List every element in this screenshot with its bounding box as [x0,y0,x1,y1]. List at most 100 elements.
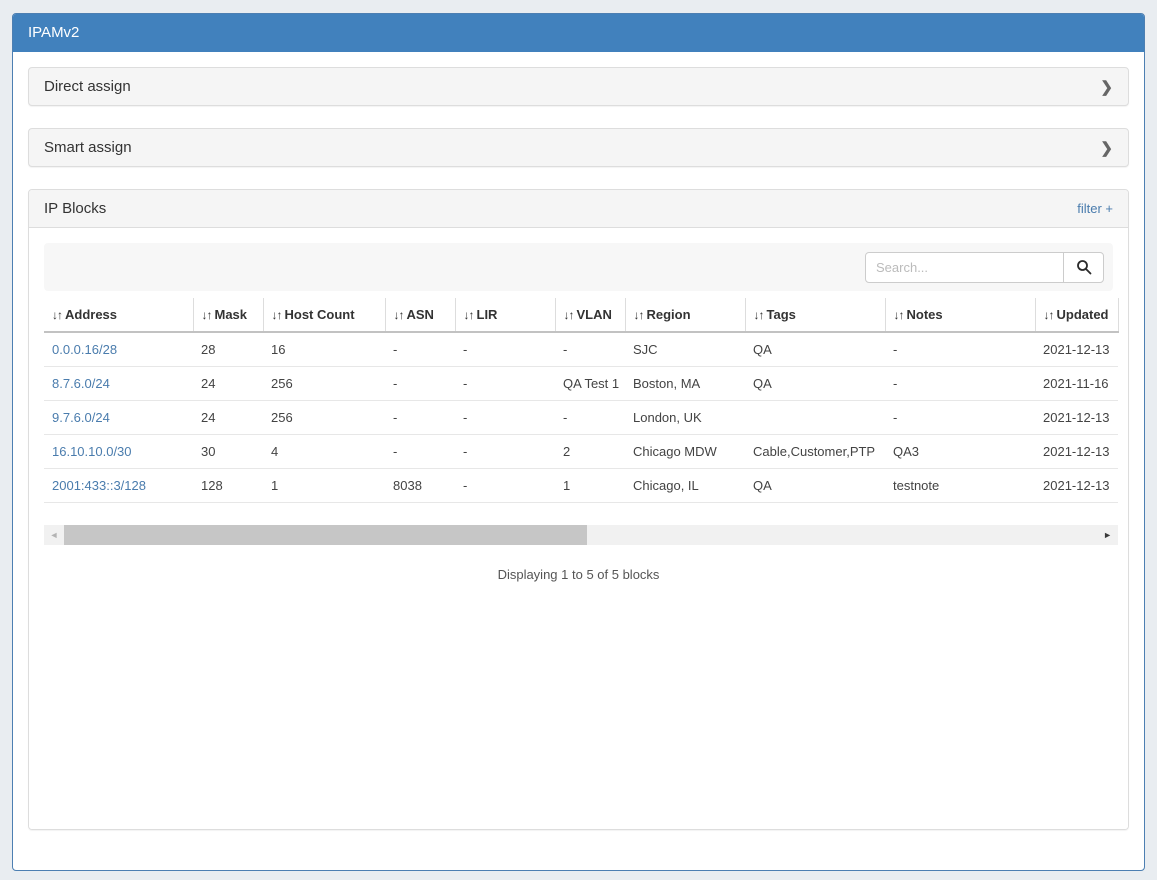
search-icon [1076,259,1092,275]
ip-blocks-body: ↓↑Address ↓↑Mask ↓↑Host Count ↓↑ASN ↓↑LI… [29,228,1128,829]
column-header-host-count[interactable]: ↓↑Host Count [263,298,385,332]
table-cell: - [455,401,555,435]
table-cell: 2 [555,435,625,469]
table-cell: - [385,332,455,367]
status-text: Displaying 1 to 5 of 5 blocks [44,567,1113,582]
table-cell: 4 [263,435,385,469]
scrollbar-thumb[interactable] [64,525,587,545]
column-header-mask[interactable]: ↓↑Mask [193,298,263,332]
address-link[interactable]: 2001:433::3/128 [52,478,146,493]
ip-blocks-header: IP Blocks filter + [29,190,1128,228]
ip-blocks-title: IP Blocks [44,200,106,217]
column-header-address[interactable]: ↓↑Address [44,298,193,332]
column-header-region[interactable]: ↓↑Region [625,298,745,332]
address-link[interactable]: 0.0.0.16/28 [52,342,117,357]
sort-icon: ↓↑ [272,308,282,322]
scroll-right-icon[interactable]: ► [1103,525,1112,545]
table-cell: - [385,367,455,401]
table-cell: - [455,435,555,469]
search-well [44,243,1113,291]
table-row: 16.10.10.0/30304--2Chicago MDWCable,Cust… [44,435,1118,469]
table-cell: Cable,Customer,PTP [745,435,885,469]
ip-blocks-table: ↓↑Address ↓↑Mask ↓↑Host Count ↓↑ASN ↓↑LI… [44,298,1119,503]
sort-icon: ↓↑ [202,308,212,322]
search-button[interactable] [1063,252,1104,283]
address-link[interactable]: 9.7.6.0/24 [52,410,110,425]
sort-icon: ↓↑ [754,308,764,322]
table-row: 2001:433::3/12812818038-1Chicago, ILQAte… [44,469,1118,503]
sort-icon: ↓↑ [464,308,474,322]
table-row: 8.7.6.0/2424256--QA Test 1Boston, MAQA-2… [44,367,1118,401]
table-cell: 128 [193,469,263,503]
column-header-notes[interactable]: ↓↑Notes [885,298,1035,332]
sort-icon: ↓↑ [634,308,644,322]
sort-icon: ↓↑ [894,308,904,322]
column-header-lir[interactable]: ↓↑LIR [455,298,555,332]
sort-icon: ↓↑ [394,308,404,322]
table-row: 9.7.6.0/2424256---London, UK-2021-12-13 [44,401,1118,435]
table-cell: QA [745,367,885,401]
table-cell: 30 [193,435,263,469]
search-group [865,252,1104,283]
panel-direct-assign[interactable]: Direct assign ❯ [28,67,1129,106]
table-cell: - [555,332,625,367]
app-title: IPAMv2 [28,24,79,41]
table-cell: - [385,401,455,435]
table-cell: 2021-12-13 [1035,401,1118,435]
table-row: 0.0.0.16/282816---SJCQA-2021-12-13 [44,332,1118,367]
panel-ip-blocks: IP Blocks filter + [28,189,1129,830]
table-cell: 256 [263,401,385,435]
horizontal-scrollbar[interactable]: ◄ ► [44,525,1118,545]
table-cell: QA Test 1 [555,367,625,401]
table-cell: 2021-11-16 [1035,367,1118,401]
table-cell: Chicago, IL [625,469,745,503]
column-header-asn[interactable]: ↓↑ASN [385,298,455,332]
search-input[interactable] [865,252,1064,283]
table-cell: 2021-12-13 [1035,469,1118,503]
table-cell: - [885,367,1035,401]
table-cell: - [885,401,1035,435]
column-header-tags[interactable]: ↓↑Tags [745,298,885,332]
table-cell: London, UK [625,401,745,435]
table-cell: - [385,435,455,469]
table-cell: 1 [263,469,385,503]
filter-link[interactable]: filter + [1077,201,1113,216]
address-link[interactable]: 8.7.6.0/24 [52,376,110,391]
table-cell: - [455,367,555,401]
table-header-row: ↓↑Address ↓↑Mask ↓↑Host Count ↓↑ASN ↓↑LI… [44,298,1118,332]
panel-smart-assign[interactable]: Smart assign ❯ [28,128,1129,167]
table-cell: 16.10.10.0/30 [44,435,193,469]
table-cell: Chicago MDW [625,435,745,469]
table-cell: 8038 [385,469,455,503]
table-cell [745,401,885,435]
sort-icon: ↓↑ [52,308,62,322]
address-link[interactable]: 16.10.10.0/30 [52,444,132,459]
panel-direct-assign-title: Direct assign [44,78,131,95]
scroll-left-icon[interactable]: ◄ [44,525,64,545]
column-header-vlan[interactable]: ↓↑VLAN [555,298,625,332]
table-cell: Boston, MA [625,367,745,401]
table-body: 0.0.0.16/282816---SJCQA-2021-12-138.7.6.… [44,332,1118,503]
table-cell: 24 [193,401,263,435]
table-cell: - [455,332,555,367]
table-cell: 8.7.6.0/24 [44,367,193,401]
table-cell: - [885,332,1035,367]
table-cell: - [555,401,625,435]
card-body: Direct assign ❯ Smart assign ❯ IP Blocks… [13,52,1144,845]
table-cell: 2021-12-13 [1035,435,1118,469]
table-cell: QA [745,332,885,367]
table-cell: 256 [263,367,385,401]
table-cell: 28 [193,332,263,367]
sort-icon: ↓↑ [1044,308,1054,322]
table-cell: 1 [555,469,625,503]
table-cell: 24 [193,367,263,401]
table-cell: testnote [885,469,1035,503]
table-cell: QA3 [885,435,1035,469]
table-cell: 2001:433::3/128 [44,469,193,503]
table-cell: 9.7.6.0/24 [44,401,193,435]
column-header-updated[interactable]: ↓↑Updated [1035,298,1118,332]
table-cell: SJC [625,332,745,367]
app-header: IPAMv2 [13,14,1144,52]
panel-smart-assign-title: Smart assign [44,139,132,156]
table-cell: - [455,469,555,503]
